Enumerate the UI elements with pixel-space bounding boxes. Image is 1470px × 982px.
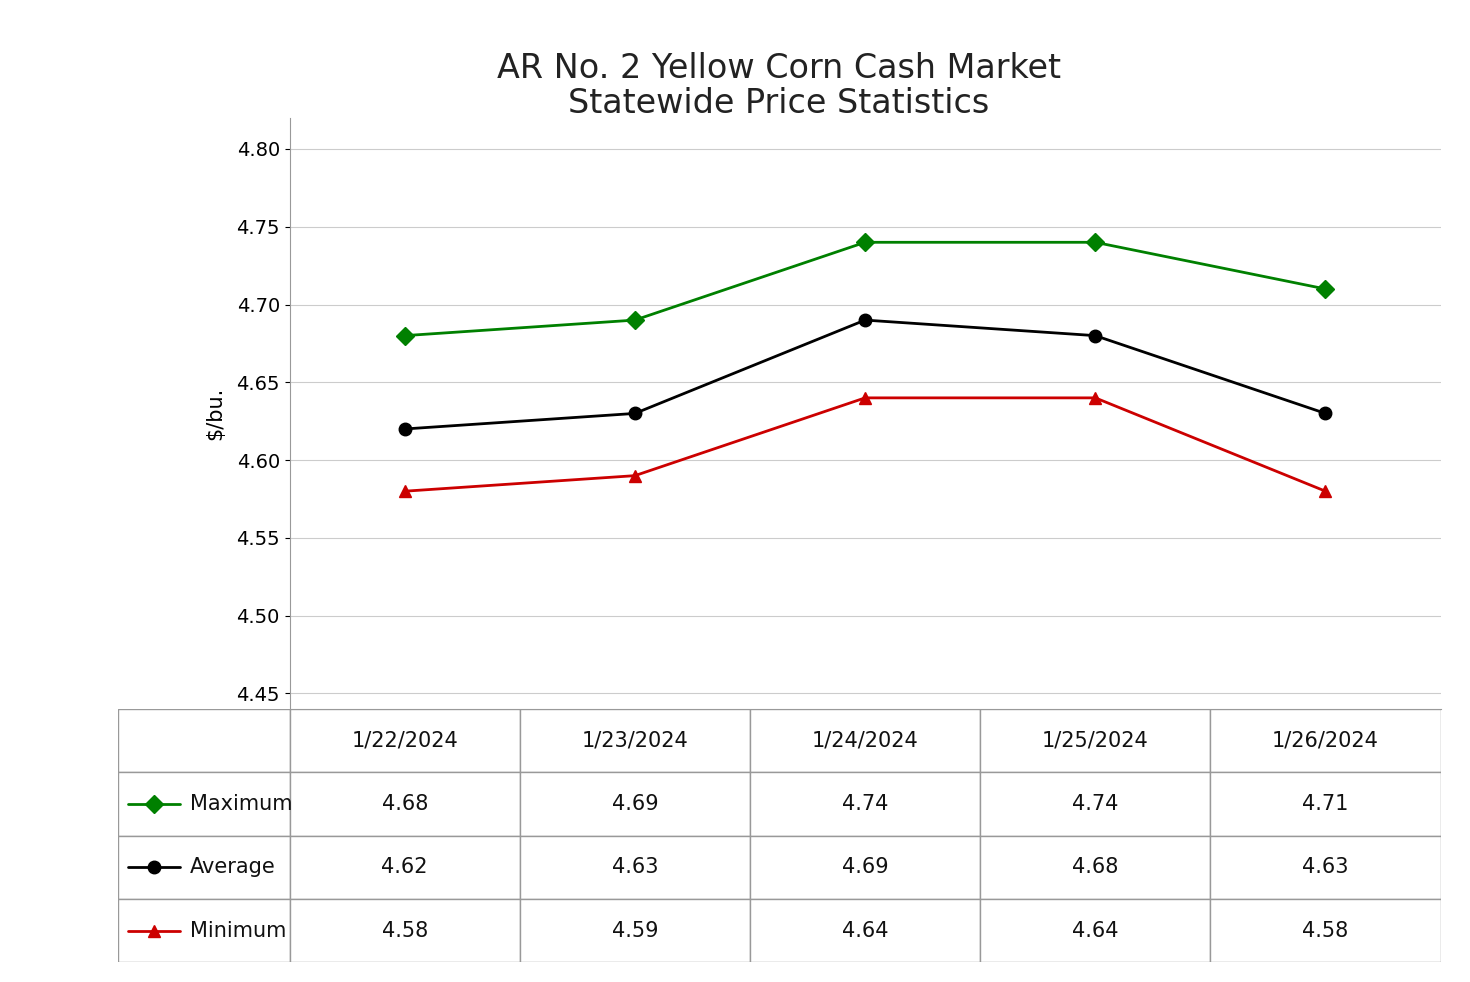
FancyBboxPatch shape [118, 900, 290, 962]
Text: 4.58: 4.58 [382, 921, 428, 941]
FancyBboxPatch shape [1210, 709, 1441, 773]
Text: 4.63: 4.63 [1302, 857, 1349, 877]
Text: 4.69: 4.69 [842, 857, 888, 877]
FancyBboxPatch shape [118, 836, 290, 900]
FancyBboxPatch shape [118, 773, 290, 836]
Text: 4.64: 4.64 [842, 921, 888, 941]
FancyBboxPatch shape [1210, 773, 1441, 836]
Text: 4.74: 4.74 [1072, 794, 1119, 814]
FancyBboxPatch shape [520, 709, 750, 773]
Text: 4.68: 4.68 [1072, 857, 1119, 877]
FancyBboxPatch shape [520, 773, 750, 836]
FancyBboxPatch shape [118, 709, 290, 773]
Text: 4.68: 4.68 [382, 794, 428, 814]
FancyBboxPatch shape [750, 836, 980, 900]
Text: 4.71: 4.71 [1302, 794, 1348, 814]
Text: Average: Average [190, 857, 275, 877]
FancyBboxPatch shape [750, 900, 980, 962]
Text: 1/25/2024: 1/25/2024 [1042, 731, 1148, 750]
Text: 4.69: 4.69 [612, 794, 659, 814]
Text: Maximum: Maximum [190, 794, 293, 814]
Text: 1/24/2024: 1/24/2024 [811, 731, 919, 750]
FancyBboxPatch shape [290, 900, 520, 962]
Text: 4.63: 4.63 [612, 857, 659, 877]
Text: 1/22/2024: 1/22/2024 [351, 731, 459, 750]
Text: 4.59: 4.59 [612, 921, 659, 941]
Text: AR No. 2 Yellow Corn Cash Market: AR No. 2 Yellow Corn Cash Market [497, 52, 1061, 85]
Text: 4.58: 4.58 [1302, 921, 1348, 941]
Text: 4.74: 4.74 [842, 794, 888, 814]
FancyBboxPatch shape [980, 773, 1210, 836]
Text: Minimum: Minimum [190, 921, 287, 941]
FancyBboxPatch shape [980, 836, 1210, 900]
FancyBboxPatch shape [290, 836, 520, 900]
FancyBboxPatch shape [520, 900, 750, 962]
FancyBboxPatch shape [980, 900, 1210, 962]
FancyBboxPatch shape [1210, 836, 1441, 900]
FancyBboxPatch shape [1210, 900, 1441, 962]
Text: Statewide Price Statistics: Statewide Price Statistics [569, 86, 989, 120]
Text: 1/23/2024: 1/23/2024 [582, 731, 688, 750]
Text: 4.62: 4.62 [381, 857, 428, 877]
Y-axis label: $/bu.: $/bu. [206, 387, 225, 440]
FancyBboxPatch shape [520, 836, 750, 900]
FancyBboxPatch shape [750, 709, 980, 773]
FancyBboxPatch shape [290, 773, 520, 836]
Text: 1/26/2024: 1/26/2024 [1272, 731, 1379, 750]
Text: 4.64: 4.64 [1072, 921, 1119, 941]
FancyBboxPatch shape [980, 709, 1210, 773]
FancyBboxPatch shape [750, 773, 980, 836]
FancyBboxPatch shape [290, 709, 520, 773]
